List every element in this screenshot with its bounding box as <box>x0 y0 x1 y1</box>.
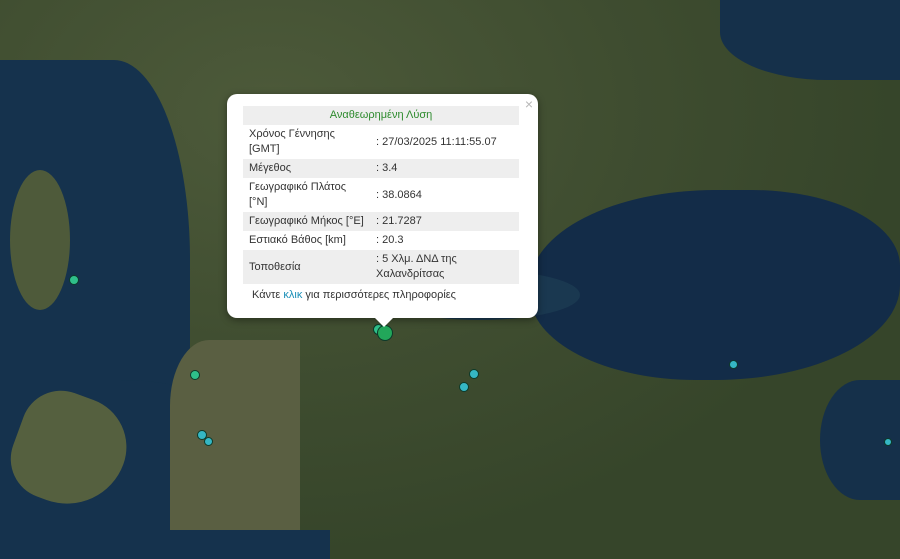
row-label: Γεωγραφικό Μήκος [°E] <box>243 212 370 231</box>
earthquake-details-table: Αναθεωρημένη Λύση Χρόνος Γέννησης [GMT]:… <box>243 106 519 284</box>
earthquake-marker[interactable] <box>197 430 207 440</box>
earthquake-marker[interactable] <box>884 438 892 446</box>
selected-earthquake-marker[interactable] <box>377 325 393 341</box>
row-value: : 27/03/2025 11:11:55.07 <box>376 135 497 148</box>
earthquake-marker[interactable] <box>469 369 479 379</box>
popup-title: Αναθεωρημένη Λύση <box>243 106 519 125</box>
earthquake-info-popup: × Αναθεωρημένη Λύση Χρόνος Γέννησης [GMT… <box>227 94 538 327</box>
earthquake-marker[interactable] <box>190 370 200 380</box>
row-label: Τοποθεσία <box>243 250 370 284</box>
island-lefkada <box>10 170 70 310</box>
more-info-text: Κάντε κλικ για περισσότερες πληροφορίες <box>252 289 456 301</box>
close-icon[interactable]: × <box>524 96 533 112</box>
more-suffix: για περισσότερες πληροφορίες <box>302 289 456 301</box>
earthquake-marker[interactable] <box>204 437 213 446</box>
row-value: : 21.7287 <box>370 212 519 231</box>
gulf-of-corinth <box>530 190 900 380</box>
row-label: Χρόνος Γέννησης [GMT] <box>249 128 335 155</box>
sea-bottom <box>0 530 330 559</box>
more-prefix: Κάντε <box>252 289 284 301</box>
row-label: Γεωγραφικό Πλάτος [°N] <box>249 181 347 208</box>
row-label: Μέγεθος <box>243 159 370 178</box>
earthquake-marker[interactable] <box>69 275 79 285</box>
row-value: : 5 Χλμ. ΔΝΔ της Χαλανδρίτσας <box>370 250 519 284</box>
earthquake-marker[interactable] <box>459 382 469 392</box>
row-label: Εστιακό Βάθος [km] <box>249 234 346 246</box>
earthquake-marker[interactable] <box>729 360 738 369</box>
row-value: : 38.0864 <box>376 188 422 201</box>
more-info-link[interactable]: κλικ <box>283 289 303 301</box>
row-value: : 20.3 <box>376 234 404 246</box>
row-value: : 3.4 <box>370 159 519 178</box>
